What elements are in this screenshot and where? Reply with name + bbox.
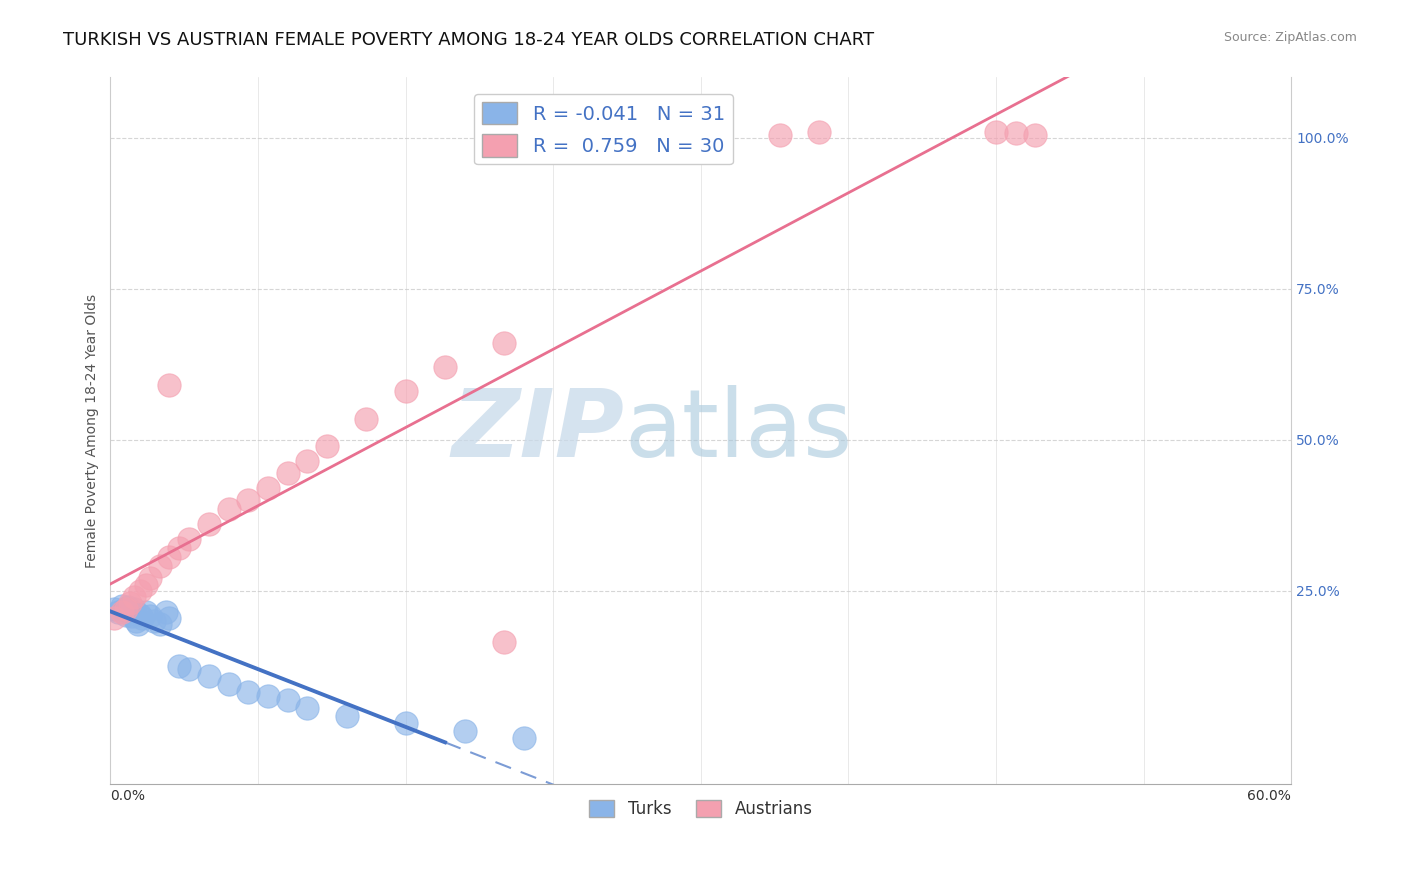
Point — [356, 411, 378, 425]
Point — [127, 616, 149, 631]
Point — [111, 599, 134, 613]
Point — [169, 659, 191, 673]
Point — [807, 125, 830, 139]
Point — [395, 384, 418, 399]
Y-axis label: Female Poverty Among 18-24 Year Olds: Female Poverty Among 18-24 Year Olds — [86, 293, 100, 567]
Point — [218, 677, 240, 691]
Point — [198, 517, 221, 532]
Point — [512, 731, 534, 746]
Point — [454, 723, 477, 738]
Point — [155, 605, 177, 619]
Text: TURKISH VS AUSTRIAN FEMALE POVERTY AMONG 18-24 YEAR OLDS CORRELATION CHART: TURKISH VS AUSTRIAN FEMALE POVERTY AMONG… — [63, 31, 875, 49]
Point — [198, 669, 221, 683]
Point — [238, 685, 260, 699]
Point — [103, 611, 125, 625]
Point — [129, 583, 152, 598]
Point — [115, 607, 138, 622]
Point — [107, 605, 129, 619]
Point — [277, 693, 299, 707]
Point — [122, 601, 145, 615]
Point — [316, 439, 339, 453]
Point — [120, 596, 142, 610]
Point — [149, 616, 172, 631]
Point — [257, 689, 280, 703]
Point — [238, 493, 260, 508]
Text: 60.0%: 60.0% — [1247, 789, 1291, 803]
Point — [336, 709, 359, 723]
Point — [111, 605, 134, 619]
Point — [159, 550, 181, 565]
Point — [277, 466, 299, 480]
Point — [142, 614, 165, 628]
Point — [297, 454, 319, 468]
Point — [125, 614, 148, 628]
Point — [159, 378, 181, 392]
Point — [179, 533, 201, 547]
Point — [135, 605, 157, 619]
Text: Source: ZipAtlas.com: Source: ZipAtlas.com — [1223, 31, 1357, 45]
Point — [768, 128, 790, 142]
Text: atlas: atlas — [624, 384, 852, 476]
Point — [1024, 128, 1046, 142]
Point — [159, 611, 181, 625]
Point — [117, 600, 139, 615]
Point — [121, 608, 143, 623]
Point — [179, 662, 201, 676]
Point — [122, 590, 145, 604]
Point — [297, 701, 319, 715]
Text: ZIP: ZIP — [451, 384, 624, 476]
Text: 0.0%: 0.0% — [111, 789, 145, 803]
Point — [494, 336, 516, 351]
Point — [257, 481, 280, 495]
Point — [103, 601, 125, 615]
Point — [984, 125, 1007, 139]
Point — [139, 608, 162, 623]
Point — [434, 360, 457, 375]
Point — [395, 716, 418, 731]
Legend: Turks, Austrians: Turks, Austrians — [582, 793, 820, 825]
Point — [131, 611, 153, 625]
Point — [494, 635, 516, 649]
Point — [120, 605, 142, 619]
Point — [115, 601, 138, 615]
Point — [169, 541, 191, 556]
Point — [112, 603, 135, 617]
Point — [139, 572, 162, 586]
Point — [218, 502, 240, 516]
Point — [129, 607, 152, 622]
Point — [1004, 126, 1026, 140]
Point — [149, 559, 172, 574]
Point — [135, 577, 157, 591]
